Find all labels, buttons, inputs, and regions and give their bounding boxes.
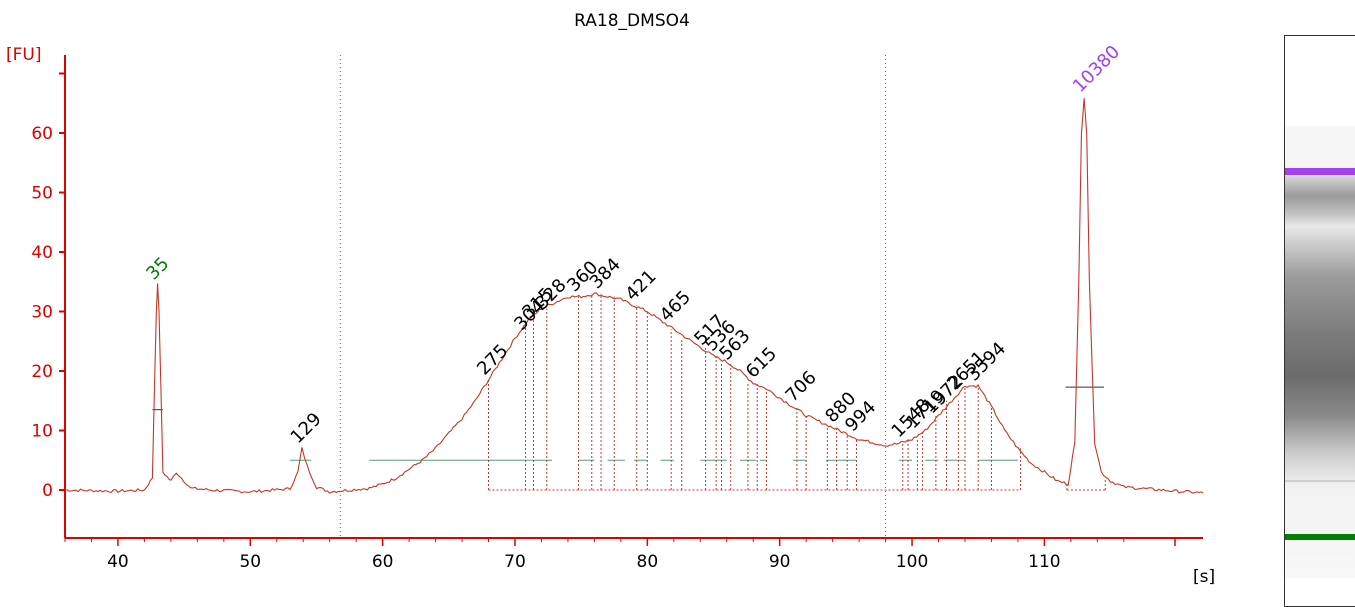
gel-band-faint (1285, 480, 1355, 482)
plot-area: 0 10 20 30 40 50 60 40 50 60 70 80 90 100 110 35 129 275 3… (31, 41, 1204, 572)
y-tick-label: 40 (31, 243, 53, 263)
chart-title: RA18_DMSO4 (574, 11, 690, 31)
gel-lane (1285, 126, 1355, 578)
y-tick-label: 50 (31, 184, 53, 204)
gel-band-upper-marker (1285, 168, 1355, 175)
x-axis-label: [s] (1193, 567, 1215, 587)
peak-label: 465 (656, 287, 695, 326)
y-axis-label: [FU] (6, 45, 42, 65)
y-tick-label: 0 (42, 481, 53, 501)
x-tick-label: 90 (769, 552, 791, 572)
peak-label: 275 (473, 340, 512, 379)
gel-image (1284, 35, 1355, 607)
x-tick-label: 110 (1028, 552, 1060, 572)
y-tick-label: 20 (31, 362, 53, 382)
electropherogram-trace (64, 98, 1204, 494)
peak-label: 615 (742, 343, 781, 382)
x-tick-label: 80 (637, 552, 659, 572)
gel-band-lower-marker (1285, 534, 1355, 540)
x-tick-label: 40 (107, 552, 129, 572)
y-tick-label: 30 (31, 303, 53, 323)
x-tick-label: 70 (504, 552, 526, 572)
peak-label: 421 (621, 266, 660, 305)
peak-label: 129 (287, 409, 326, 448)
x-tick-label: 60 (372, 552, 394, 572)
x-tick-label: 100 (896, 552, 928, 572)
peak-label: 706 (782, 367, 821, 406)
x-tick-label: 50 (239, 552, 261, 572)
electropherogram-chart: RA18_DMSO4 [FU] [s] 0 10 20 30 40 50 60 40 50 60 7… (6, 11, 1215, 587)
y-tick-label: 10 (31, 422, 53, 442)
peak-label: 35 (142, 253, 173, 284)
y-tick-label: 60 (31, 124, 53, 144)
peak-label: 10380 (1069, 41, 1124, 96)
peak-label: 384 (586, 254, 625, 293)
